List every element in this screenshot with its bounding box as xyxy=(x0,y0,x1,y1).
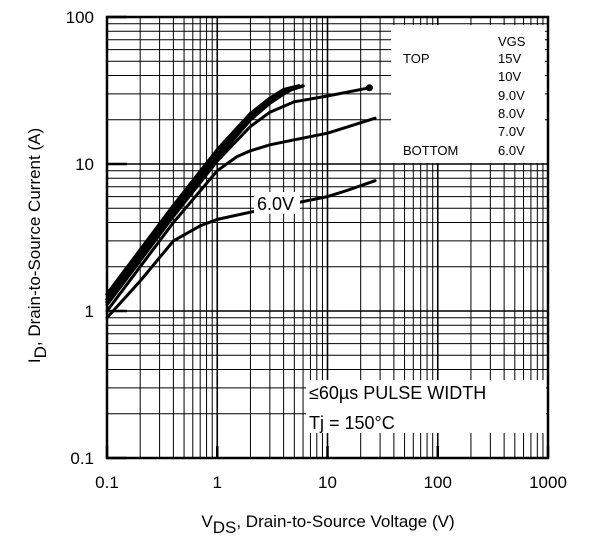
annotation-temperature: Tj = 150°C xyxy=(309,413,395,433)
legend-entry: 10V xyxy=(498,69,521,84)
y-tick-label: 10 xyxy=(75,155,94,174)
curve-label: 6.0V xyxy=(257,194,294,214)
x-tick-label: 100 xyxy=(424,473,452,492)
y-axis-title: ID, Drain-to-Source Current (A) xyxy=(25,128,50,363)
legend-entry: 7.0V xyxy=(498,124,525,139)
legend-entry: 8.0V xyxy=(498,106,525,121)
x-axis-title-symbol: V xyxy=(201,512,213,531)
y-tick-label: 0.1 xyxy=(70,449,94,468)
legend-entry: 9.0V xyxy=(498,88,525,103)
legend-entries: 15V 10V 9.0V 8.0V 7.0V 6.0V xyxy=(498,51,525,158)
series-4-line xyxy=(105,86,371,307)
legend-bottom-label: BOTTOM xyxy=(403,143,458,158)
y-tick-label: 100 xyxy=(66,8,94,27)
axis-ticks: 0.1 1 10 100 1000 0.1 1 10 100 xyxy=(66,8,567,492)
legend-background xyxy=(391,25,545,163)
legend-entry: 6.0V xyxy=(498,143,525,158)
y-axis-title-text: , Drain-to-Source Current (A) xyxy=(25,128,44,346)
series-2-line xyxy=(105,84,305,302)
series-group xyxy=(105,84,377,320)
curve-label-background xyxy=(254,192,300,214)
legend-entry: 15V xyxy=(498,51,521,66)
x-axis-title: VDS, Drain-to-Source Voltage (V) xyxy=(201,512,454,537)
y-axis-title-symbol: I xyxy=(25,358,44,363)
series-5-line xyxy=(105,116,377,313)
legend-top-label: TOP xyxy=(403,51,430,66)
annotation-pulse-width: ≤60µs PULSE WIDTH xyxy=(309,383,486,403)
x-axis-title-text: , Drain-to-Source Voltage (V) xyxy=(236,512,454,531)
legend: VGS TOP BOTTOM 15V 10V 9.0V 8.0V 7.0V 6.0V xyxy=(391,25,545,163)
legend-header: VGS xyxy=(498,34,526,49)
x-tick-label: 1 xyxy=(213,473,222,492)
x-axis-title-subscript: DS xyxy=(213,518,237,537)
annotation-background xyxy=(306,380,546,433)
series-1-line xyxy=(105,84,301,297)
x-tick-label: 0.1 xyxy=(95,473,119,492)
x-tick-label: 10 xyxy=(318,473,337,492)
x-tick-label: 1000 xyxy=(529,473,567,492)
series-4-end-marker xyxy=(365,84,373,92)
series-6-line xyxy=(105,179,377,320)
y-axis-title-subscript: D xyxy=(31,346,50,358)
y-tick-label: 1 xyxy=(85,302,94,321)
series-3-line xyxy=(105,86,297,304)
